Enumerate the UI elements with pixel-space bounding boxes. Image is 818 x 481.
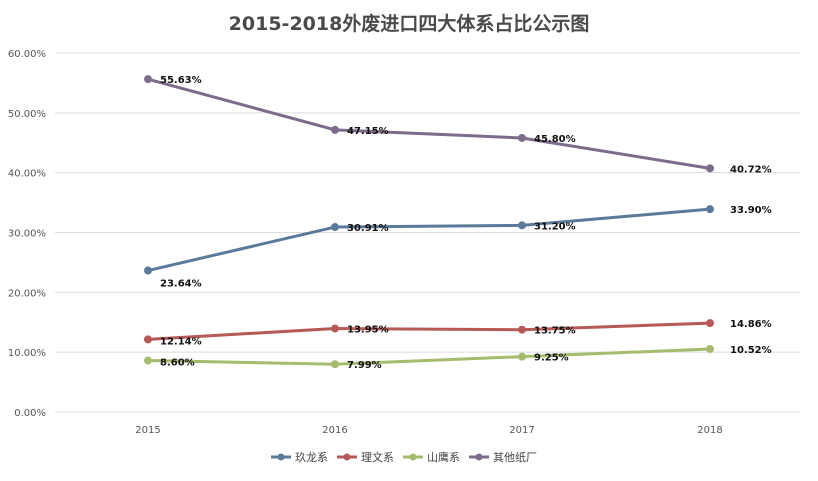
data-point [518,133,526,142]
data-label: 45.80% [534,134,576,145]
series-line [147,347,711,366]
y-axis-ticks: 0.00% 10.00% 20.00% 30.00% 40.00% 50.00% 60.00… [8,49,46,419]
legend-item: 山鹰系 [403,450,460,464]
data-label: 33.90% [730,205,772,216]
data-label: 31.20% [534,221,576,232]
data-point [144,266,152,275]
data-point [144,75,152,84]
y-tick-label: 60.00% [8,49,46,60]
x-tick-label: 2018 [697,425,722,436]
y-tick-label: 50.00% [8,109,46,120]
legend-item: 玖龙系 [271,451,328,464]
data-point [331,125,339,134]
y-tick-label: 30.00% [8,229,46,240]
data-label: 55.63% [160,75,202,86]
legend-swatch-marker [409,453,417,461]
data-point [144,356,152,365]
data-label: 47.15% [347,126,389,137]
data-label: 30.91% [347,223,389,234]
series-4 [144,75,714,173]
grid-lines [55,52,800,413]
series-1 [144,205,714,275]
data-point [706,319,714,328]
data-label: 10.52% [730,345,772,356]
data-label: 23.64% [160,279,202,290]
legend-label: 其他纸厂 [493,451,537,464]
data-point [518,352,526,361]
x-axis-ticks: 2015 2016 2017 2018 [135,425,722,436]
data-point [706,205,714,214]
data-label: 40.72% [730,164,772,175]
legend: 玖龙系 理文系 山鹰系 其他纸厂 [271,450,537,464]
y-tick-label: 10.00% [8,348,46,359]
legend-swatch-marker [475,453,483,461]
data-label: 13.95% [347,325,389,336]
data-label: 9.25% [534,353,569,364]
x-tick-label: 2015 [135,425,160,436]
data-labels: 23.64% 30.91% 31.20% 33.90% 12.14% 13.95% 13.7… [160,75,772,371]
legend-item: 理文系 [337,450,394,464]
series-line [147,207,711,273]
data-label: 14.86% [730,319,772,330]
series-2 [144,319,714,344]
data-label: 7.99% [347,360,382,371]
y-tick-label: 0.00% [14,408,46,419]
data-point [706,345,714,354]
data-point [144,335,152,344]
data-point [518,325,526,334]
y-tick-label: 20.00% [8,288,46,299]
series-3 [144,345,714,369]
data-label: 8.60% [160,358,195,369]
data-point [331,223,339,232]
data-label: 12.14% [160,336,202,347]
series-line [147,321,711,341]
legend-label: 玖龙系 [295,451,328,464]
legend-swatch-marker [343,453,351,461]
legend-label: 山鹰系 [427,450,460,464]
y-tick-label: 40.00% [8,169,46,180]
series-line [147,77,711,170]
data-label: 13.75% [534,326,576,337]
x-tick-label: 2017 [509,425,534,436]
data-point [331,324,339,333]
data-point [331,360,339,369]
chart-title: 2015-2018外废进口四大体系占比公示图 [229,12,590,35]
data-point [706,164,714,173]
x-tick-label: 2016 [322,425,347,436]
legend-swatch-marker [277,453,285,461]
legend-item: 其他纸厂 [469,451,537,464]
series-lines [144,75,714,369]
data-point [518,221,526,230]
legend-label: 理文系 [361,450,394,464]
